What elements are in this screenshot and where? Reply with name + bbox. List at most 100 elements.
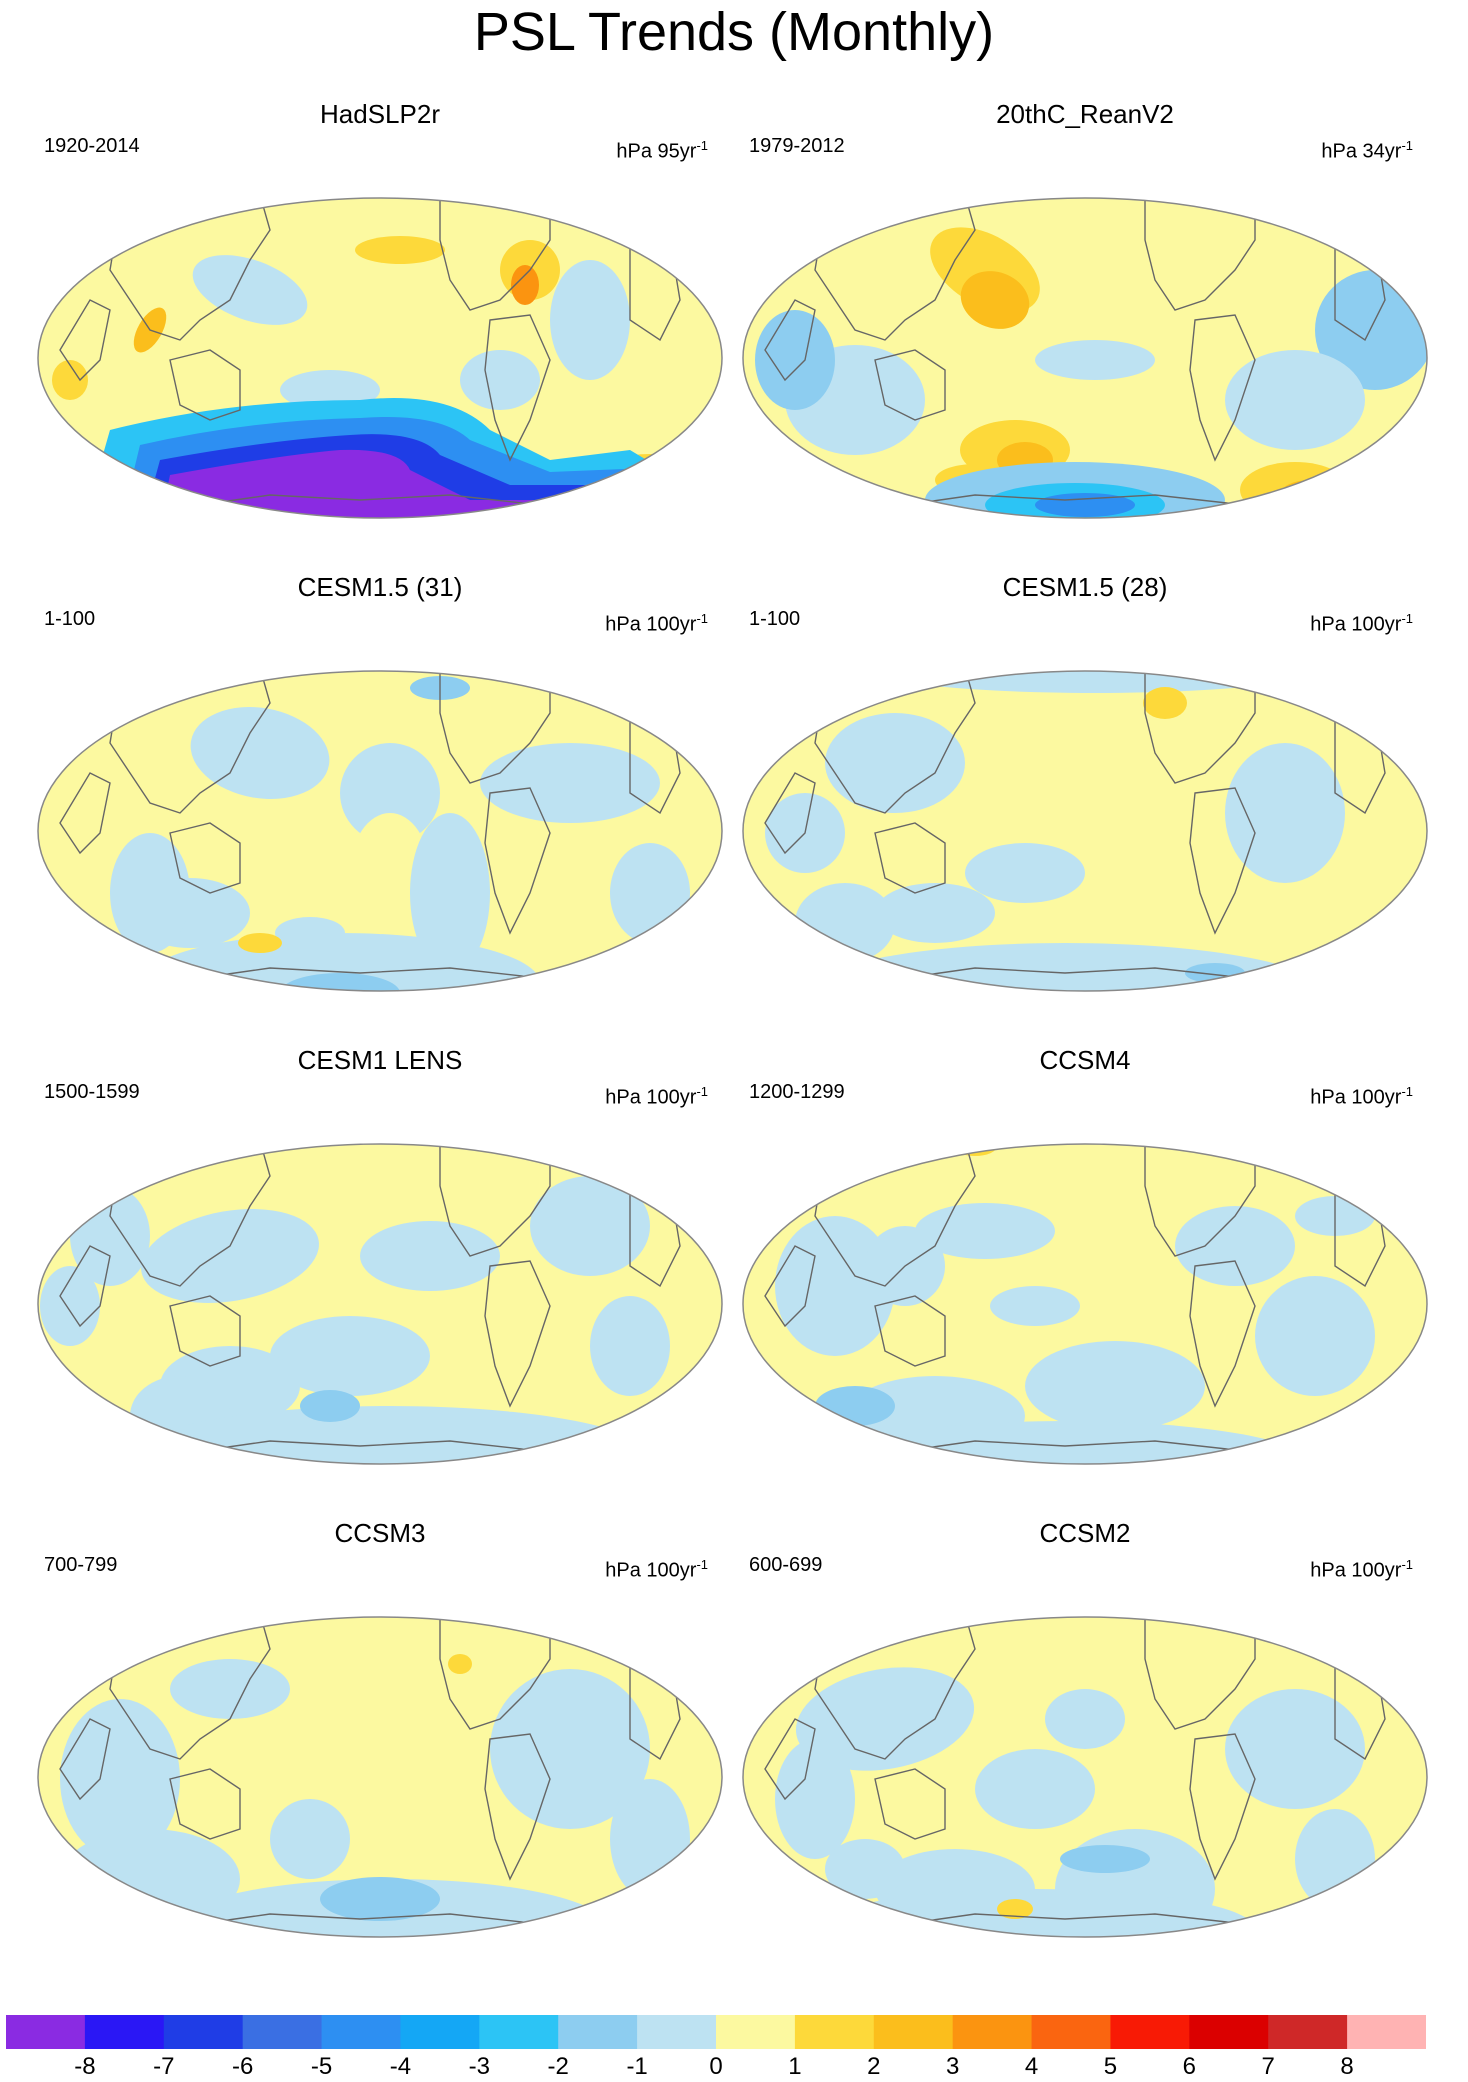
trend-region xyxy=(170,1659,290,1719)
trend-region xyxy=(875,671,995,682)
coastlines xyxy=(764,1617,1386,1937)
map-field xyxy=(38,198,722,570)
panel-units: hPa 100yr-1 xyxy=(1310,611,1413,636)
trend-region xyxy=(150,545,610,570)
trend-region xyxy=(141,1209,319,1303)
trend-region xyxy=(775,1739,855,1859)
colorbar-bin xyxy=(1268,2015,1348,2049)
trend-region xyxy=(1035,493,1135,517)
trend-region xyxy=(975,1749,1095,1829)
panel-cesm15-28: CESM1.5 (28) 1-100 hPa 100yr-1 xyxy=(735,573,1435,1043)
trend-region xyxy=(960,271,1030,329)
colorbar-tick-label: 4 xyxy=(1024,2053,1039,2080)
panel-title: HadSLP2r xyxy=(320,99,440,129)
trend-region xyxy=(450,1456,570,1464)
trend-region xyxy=(40,1266,100,1346)
panel-units: hPa 34yr-1 xyxy=(1321,138,1413,163)
map-border xyxy=(37,1143,723,1465)
trend-region xyxy=(1225,743,1345,883)
trend-region xyxy=(480,743,660,823)
trend-region xyxy=(590,1296,670,1396)
colorbar-tick-label: 3 xyxy=(945,2053,960,2080)
map-border xyxy=(37,670,723,992)
trend-region xyxy=(815,1421,1315,1464)
map-cesm1-lens xyxy=(37,1110,723,1465)
colorbar-bin xyxy=(637,2015,717,2049)
trend-region xyxy=(460,350,540,410)
trend-region xyxy=(130,1406,650,1464)
trend-region xyxy=(550,260,630,380)
trend-region xyxy=(238,933,282,953)
colorbar-bin xyxy=(1189,2015,1269,2049)
trend-region xyxy=(845,671,1345,693)
trend-region xyxy=(815,1386,895,1426)
trend-region xyxy=(1225,350,1365,450)
panel-units: hPa 100yr-1 xyxy=(605,611,708,636)
colorbar-tick-label: 6 xyxy=(1182,2053,1197,2080)
colorbar-tick-label: -4 xyxy=(389,2053,412,2080)
map-cesm15-31 xyxy=(37,670,723,992)
panel-hadslp2r: HadSLP2r 1920-2014 hPa 95yr-1 xyxy=(30,100,730,570)
map-hadslp2r xyxy=(37,197,723,570)
panel-title: CCSM4 xyxy=(1039,1045,1131,1075)
colorbar-tick-label: -3 xyxy=(468,2053,490,2080)
trend-region xyxy=(815,1889,1255,1937)
colorbar-bin xyxy=(400,2015,480,2049)
trend-region xyxy=(795,883,895,963)
colorbar-tick-label: -8 xyxy=(74,2053,96,2080)
panel-period: 700-799 xyxy=(44,1554,118,1576)
trend-region xyxy=(300,1390,360,1422)
trend-region xyxy=(990,1286,1080,1326)
colorbar-tick-label: 1 xyxy=(788,2053,802,2080)
colorbar-tick-label: -7 xyxy=(153,2053,175,2080)
trend-region xyxy=(355,236,445,264)
colorbar-bin xyxy=(794,2015,875,2049)
trend-region xyxy=(150,560,570,570)
colorbar-tick-label: 8 xyxy=(1340,2053,1354,2080)
trend-region xyxy=(280,370,380,410)
map-field xyxy=(743,671,1427,991)
trend-region xyxy=(795,1667,975,1771)
map-ccsm3 xyxy=(37,1616,723,1938)
panel-cesm15-31: CESM1.5 (31) 1-100 hPa 100yr-1 xyxy=(30,573,730,1043)
figure-title: PSL Trends (Monthly) xyxy=(473,2,995,62)
colorbar-labels: -8 -7 -6 -5 -4 -3 -2 -1 0 1 2 3 4 5 6 7 8 xyxy=(0,2054,1468,2082)
panel-20thc-reanv2: 20thC_ReanV2 1979-2012 hPa 34yr-1 xyxy=(735,100,1435,570)
colorbar-tick-label: -1 xyxy=(626,2053,648,2080)
trend-region xyxy=(170,1879,610,1937)
map-cesm15-28 xyxy=(742,670,1428,992)
panel-units: hPa 100yr-1 xyxy=(605,1557,708,1582)
panel-period: 1200-1299 xyxy=(749,1081,845,1103)
trend-region xyxy=(1240,462,1350,518)
colorbar-bin xyxy=(1031,2015,1111,2049)
trend-region xyxy=(755,310,835,410)
trend-region xyxy=(1060,1845,1150,1873)
colorbar-bin xyxy=(1347,2015,1426,2049)
map-ccsm2 xyxy=(742,1616,1428,1938)
panel-period: 1920-2014 xyxy=(44,135,140,157)
trend-region xyxy=(60,1699,180,1859)
panel-title: CCSM3 xyxy=(334,1518,426,1548)
colorbar-tick-label: 7 xyxy=(1261,2053,1275,2080)
colorbar-bin xyxy=(84,2015,165,2049)
panel-period: 600-699 xyxy=(749,1554,823,1576)
colorbar xyxy=(6,2015,1426,2049)
trend-region xyxy=(875,883,995,943)
panel-units: hPa 100yr-1 xyxy=(605,1084,708,1109)
map-ccsm4 xyxy=(742,1143,1428,1465)
trend-region xyxy=(1025,1341,1205,1431)
colorbar-bin xyxy=(163,2015,244,2049)
trend-region xyxy=(280,973,400,991)
panel-title: 20thC_ReanV2 xyxy=(996,99,1174,129)
trend-region xyxy=(330,1110,390,1142)
panel-units: hPa 100yr-1 xyxy=(1310,1557,1413,1582)
trend-region xyxy=(52,360,88,400)
trend-region xyxy=(140,515,640,518)
trend-region xyxy=(320,1877,440,1921)
trend-region xyxy=(1175,1206,1295,1286)
map-20thc-reanv2 xyxy=(742,197,1428,570)
trend-region xyxy=(905,525,1265,570)
colorbar-tick-label: -5 xyxy=(310,2053,333,2080)
colorbar-tick-label: 5 xyxy=(1103,2053,1118,2080)
trend-region xyxy=(1225,1689,1365,1809)
